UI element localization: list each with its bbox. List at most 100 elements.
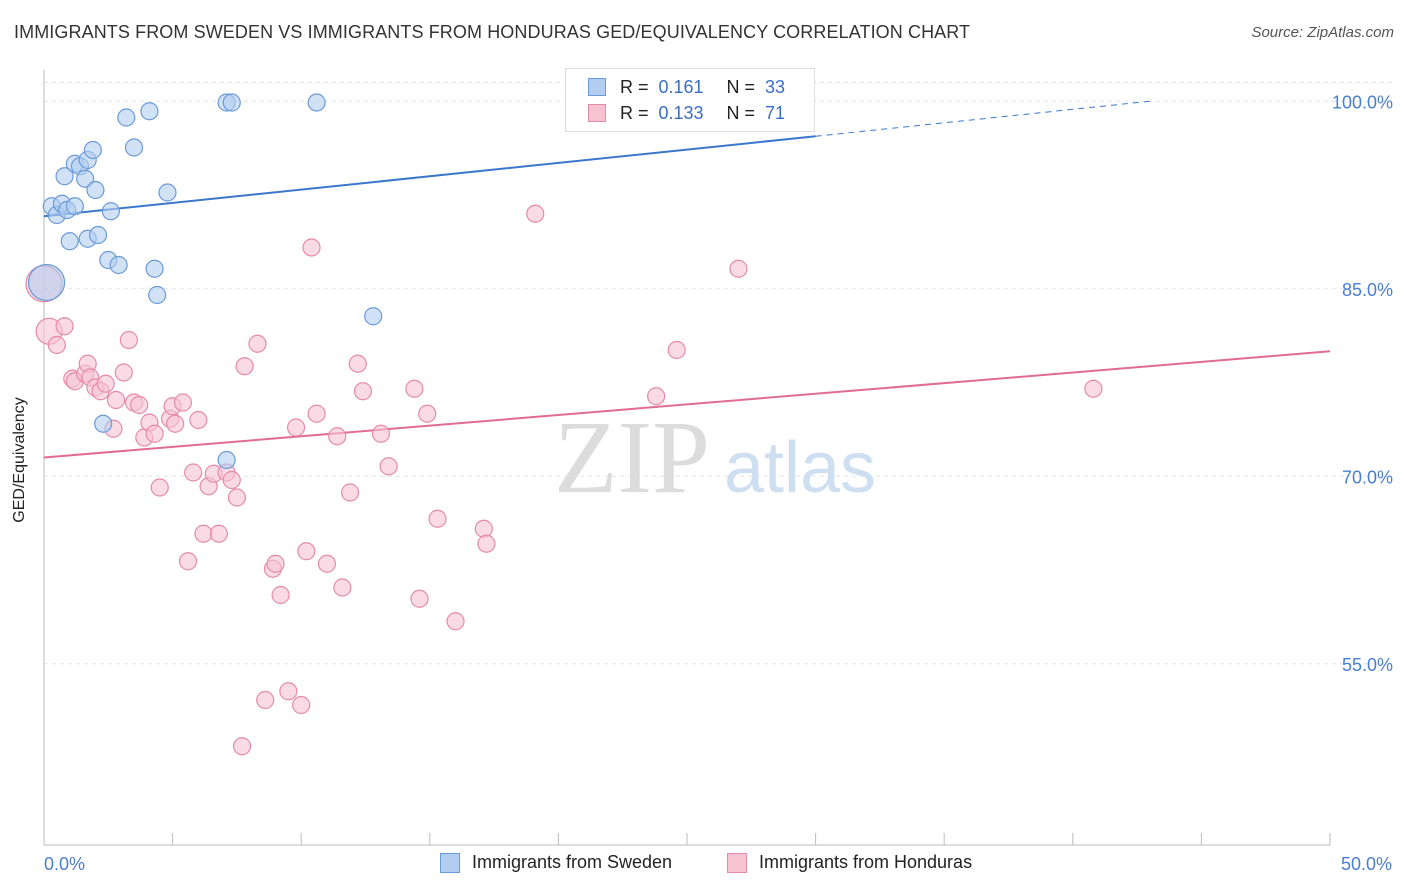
bottom-legend-swatch-honduras bbox=[727, 852, 747, 873]
y-tick-labels: 55.0% 70.0% 85.0% 100.0% bbox=[1332, 92, 1393, 675]
point-honduras bbox=[279, 682, 298, 701]
point-honduras bbox=[114, 363, 133, 382]
y-tick-label: 70.0% bbox=[1342, 467, 1393, 487]
point-honduras bbox=[328, 427, 347, 446]
point-honduras bbox=[340, 483, 360, 502]
point-honduras bbox=[348, 354, 367, 373]
point-sweden bbox=[145, 259, 164, 278]
point-honduras bbox=[379, 457, 398, 476]
point-honduras bbox=[222, 470, 241, 490]
point-sweden bbox=[148, 285, 167, 305]
trend-lines bbox=[43, 100, 1331, 459]
point-honduras bbox=[232, 737, 252, 756]
legend-r-value-sweden: 0.161 bbox=[658, 76, 704, 97]
point-honduras bbox=[55, 317, 74, 336]
point-sweden bbox=[217, 450, 236, 470]
point-honduras bbox=[729, 259, 748, 278]
point-honduras bbox=[194, 524, 213, 543]
point-sweden bbox=[222, 93, 241, 112]
point-sweden bbox=[307, 93, 326, 112]
point-honduras bbox=[130, 395, 149, 415]
legend-row-sweden: R = 0.161 N = 33 bbox=[588, 75, 785, 99]
bottom-legend-label-honduras: Immigrants from Honduras bbox=[759, 852, 973, 872]
point-honduras bbox=[271, 585, 290, 605]
point-honduras bbox=[477, 534, 496, 553]
x-tick-label-left: 0.0% bbox=[44, 854, 85, 874]
data-points bbox=[25, 92, 1103, 756]
point-honduras bbox=[526, 204, 545, 223]
point-honduras bbox=[106, 390, 126, 410]
point-honduras bbox=[418, 404, 437, 423]
bottom-legend-sweden: Immigrants from Sweden bbox=[440, 852, 672, 873]
y-axis-title: GED/Equivalency bbox=[11, 397, 28, 523]
y-tick-label: 55.0% bbox=[1342, 655, 1393, 675]
point-sweden bbox=[83, 140, 102, 160]
trend-line-sweden-extension bbox=[815, 100, 1151, 137]
point-honduras bbox=[150, 478, 169, 497]
point-honduras bbox=[119, 330, 138, 350]
point-honduras bbox=[178, 552, 198, 571]
point-honduras bbox=[1084, 379, 1103, 398]
legend-n-label: N = bbox=[726, 102, 756, 123]
point-sweden bbox=[88, 225, 108, 245]
watermark: ZIP atlas bbox=[554, 400, 876, 515]
source-label: Source: ZipAtlas.com bbox=[1251, 24, 1394, 41]
point-honduras bbox=[307, 404, 326, 423]
point-sweden bbox=[94, 414, 113, 433]
point-sweden bbox=[158, 183, 177, 202]
point-honduras bbox=[667, 340, 686, 360]
point-honduras bbox=[353, 382, 373, 401]
point-sweden bbox=[364, 307, 383, 326]
point-honduras bbox=[145, 424, 164, 443]
point-sweden bbox=[60, 232, 79, 251]
legend-n-value-honduras: 71 bbox=[765, 102, 786, 123]
legend-swatch-sweden bbox=[588, 78, 606, 96]
trend-line-sweden bbox=[43, 135, 816, 218]
point-honduras bbox=[286, 418, 306, 437]
point-honduras bbox=[317, 554, 337, 573]
point-sweden bbox=[86, 180, 105, 200]
legend-r-value-honduras: 0.133 bbox=[658, 102, 704, 123]
point-honduras bbox=[173, 393, 192, 412]
x-tick-label-right: 50.0% bbox=[1341, 854, 1392, 874]
point-honduras bbox=[474, 519, 493, 538]
point-honduras bbox=[405, 379, 424, 398]
legend-r-label: R = bbox=[620, 102, 649, 123]
watermark-zip: ZIP bbox=[554, 400, 710, 515]
point-sweden bbox=[55, 167, 74, 186]
point-honduras bbox=[256, 690, 275, 710]
point-honduras bbox=[446, 612, 465, 631]
point-honduras bbox=[248, 334, 267, 353]
legend-row-honduras: R = 0.133 N = 71 bbox=[588, 101, 785, 125]
point-sweden bbox=[65, 197, 84, 216]
point-honduras bbox=[266, 554, 285, 573]
point-honduras bbox=[47, 335, 66, 355]
trend-line-honduras bbox=[43, 350, 1331, 459]
legend-n-value-sweden: 33 bbox=[765, 76, 786, 97]
bottom-legend-swatch-sweden bbox=[440, 852, 460, 873]
legend-r-label: R = bbox=[620, 76, 649, 97]
point-honduras bbox=[184, 463, 203, 482]
point-honduras bbox=[371, 424, 391, 443]
point-honduras bbox=[235, 357, 254, 376]
point-sweden bbox=[101, 202, 120, 221]
point-honduras bbox=[209, 524, 228, 543]
point-honduras bbox=[302, 238, 321, 257]
point-sweden bbox=[27, 263, 66, 302]
point-honduras bbox=[333, 578, 352, 597]
legend-n-label: N = bbox=[726, 76, 756, 97]
point-sweden bbox=[76, 169, 95, 188]
point-honduras bbox=[647, 387, 666, 406]
point-honduras bbox=[166, 414, 185, 433]
chart-title: IMMIGRANTS FROM SWEDEN VS IMMIGRANTS FRO… bbox=[14, 22, 971, 42]
point-sweden bbox=[109, 255, 128, 275]
stats-legend: R = 0.161 N = 33 R = 0.133 N = 71 bbox=[565, 68, 815, 132]
y-tick-label: 100.0% bbox=[1332, 92, 1393, 112]
bottom-legend-label-sweden: Immigrants from Sweden bbox=[472, 852, 673, 872]
point-honduras bbox=[96, 374, 115, 393]
point-honduras bbox=[227, 488, 246, 507]
point-honduras bbox=[292, 695, 311, 715]
legend-swatch-honduras bbox=[588, 104, 606, 122]
point-sweden bbox=[124, 138, 144, 157]
